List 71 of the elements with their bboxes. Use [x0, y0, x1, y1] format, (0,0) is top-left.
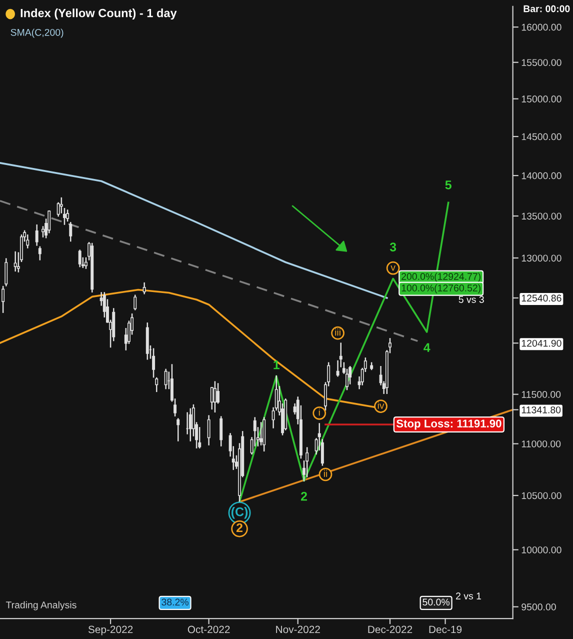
y-tick-label: 11000.00 — [522, 440, 561, 448]
candlestick — [35, 224, 38, 246]
candlestick — [213, 381, 216, 412]
candlestick — [2, 286, 5, 313]
candlestick — [220, 416, 223, 446]
y-tick-label: 13500.00 — [522, 212, 562, 220]
x-tick-label: Sep-2022 — [88, 626, 133, 636]
candlestick — [62, 208, 66, 225]
annotation: 5 — [445, 180, 452, 190]
annotation: v — [390, 265, 396, 271]
candlestick — [26, 234, 30, 248]
y-tick-label: 15000.00 — [522, 96, 562, 102]
annotation: 200.0%(12924.77) — [402, 272, 480, 282]
y-tick-label: 14500.00 — [522, 133, 562, 140]
x-tick-label: Oct-2022 — [188, 626, 230, 634]
annotation: iii — [335, 328, 340, 336]
y-tick-label: 9500.00 — [522, 604, 556, 610]
annotation: iv — [378, 402, 384, 409]
annotation: Stop Loss: 11191.90 — [396, 420, 502, 430]
annotation: 50.0% — [422, 598, 450, 606]
candlestick — [78, 250, 82, 268]
text: Bar: 00:00 — [524, 5, 570, 12]
line-series — [0, 162, 388, 299]
candlestick — [152, 348, 156, 378]
y-tick-label: 12041.90 — [522, 340, 562, 347]
annotation: 100.0%(12760.52) — [402, 284, 480, 294]
candlestick — [207, 415, 210, 446]
y-tick-label: 13000.00 — [522, 254, 562, 262]
annotation: 5 vs 3 — [458, 296, 484, 303]
candlestick — [69, 222, 72, 242]
annotation: 38.2% — [162, 598, 188, 606]
annotation: 2 vs 1 — [456, 592, 481, 600]
candlestick — [164, 368, 168, 390]
annotation: 1 — [274, 360, 280, 370]
candlestick — [346, 368, 349, 390]
annotation: 2 — [300, 492, 307, 501]
candlestick — [142, 282, 146, 294]
candlestick — [155, 377, 158, 392]
y-tick-label: 10000.00 — [522, 546, 562, 554]
chart-title: Index (Yellow Count) - 1 day — [20, 8, 177, 20]
y-tick-label: 11341.80 — [522, 406, 561, 414]
candlestick — [66, 210, 70, 222]
annotation: (C) — [231, 507, 248, 519]
text: SMA(C,200) — [10, 28, 64, 38]
candlestick — [41, 226, 44, 238]
y-tick-label: 11500.00 — [522, 391, 561, 398]
candlestick — [60, 197, 63, 214]
candlestick — [14, 251, 17, 272]
annotation: i — [318, 408, 320, 416]
x-tick-label: Dec-2022 — [368, 626, 412, 634]
y-tick-label: 15500.00 — [522, 59, 562, 66]
candlestick — [134, 294, 137, 310]
x-tick-label: Nov-2022 — [276, 626, 320, 634]
candlestick — [38, 246, 42, 260]
candlestick — [84, 257, 88, 269]
y-tick-label: 10500.00 — [522, 492, 562, 500]
y-tick-label: 12540.86 — [522, 294, 562, 302]
annotation: ii — [324, 470, 328, 477]
candlestick — [176, 418, 180, 442]
candlestick — [216, 383, 220, 404]
y-tick-label: 16000.00 — [522, 24, 562, 31]
annotation: Trading Analysis — [6, 601, 76, 610]
annotation: 3 — [390, 242, 396, 252]
y-tick-label: 14000.00 — [522, 172, 562, 180]
annotation: 2 — [236, 523, 243, 532]
candlestick — [260, 422, 263, 446]
candlestick — [188, 408, 192, 442]
annotation: 4 — [424, 343, 430, 352]
candlestick — [306, 447, 309, 478]
candlestick — [4, 258, 8, 286]
x-tick-label: Dec-19 — [429, 626, 462, 634]
